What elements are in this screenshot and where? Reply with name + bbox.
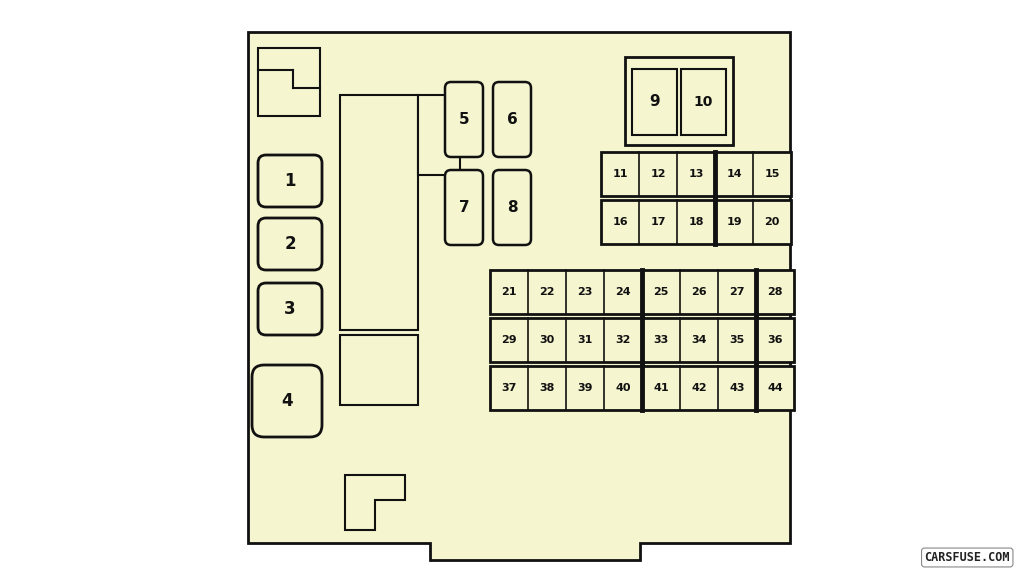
Bar bbox=[490, 366, 794, 410]
FancyBboxPatch shape bbox=[258, 283, 322, 335]
Bar bbox=[418, 95, 460, 175]
Text: 30: 30 bbox=[540, 335, 555, 345]
Polygon shape bbox=[345, 475, 406, 530]
Text: 21: 21 bbox=[502, 287, 517, 297]
Text: 41: 41 bbox=[653, 383, 669, 393]
Bar bbox=[490, 270, 794, 314]
Bar bbox=[601, 200, 791, 244]
Text: 24: 24 bbox=[615, 287, 631, 297]
Text: 9: 9 bbox=[649, 94, 659, 109]
Text: 8: 8 bbox=[507, 200, 517, 215]
Bar bbox=[340, 95, 418, 330]
Bar bbox=[601, 152, 791, 196]
Text: 27: 27 bbox=[729, 287, 744, 297]
Text: 42: 42 bbox=[691, 383, 707, 393]
Bar bbox=[632, 69, 677, 135]
Text: 26: 26 bbox=[691, 287, 707, 297]
Text: 4: 4 bbox=[282, 392, 293, 410]
Text: 31: 31 bbox=[578, 335, 593, 345]
Text: 7: 7 bbox=[459, 200, 469, 215]
Text: 5: 5 bbox=[459, 112, 469, 127]
Text: 10: 10 bbox=[694, 95, 713, 109]
Text: 22: 22 bbox=[540, 287, 555, 297]
Text: 3: 3 bbox=[285, 300, 296, 318]
Text: 36: 36 bbox=[767, 335, 782, 345]
Text: 16: 16 bbox=[612, 217, 628, 227]
Text: 25: 25 bbox=[653, 287, 669, 297]
Text: 11: 11 bbox=[612, 169, 628, 179]
Text: 23: 23 bbox=[578, 287, 593, 297]
FancyBboxPatch shape bbox=[258, 155, 322, 207]
FancyBboxPatch shape bbox=[252, 365, 322, 437]
Text: 2: 2 bbox=[285, 235, 296, 253]
Text: 28: 28 bbox=[767, 287, 782, 297]
Bar bbox=[258, 48, 319, 116]
Text: CARSFUSE.COM: CARSFUSE.COM bbox=[925, 551, 1010, 564]
Bar bbox=[340, 335, 418, 405]
Bar bbox=[625, 57, 733, 145]
Text: 17: 17 bbox=[650, 217, 666, 227]
Text: 35: 35 bbox=[729, 335, 744, 345]
Text: 33: 33 bbox=[653, 335, 669, 345]
Text: 39: 39 bbox=[578, 383, 593, 393]
Text: 18: 18 bbox=[688, 217, 703, 227]
Text: 40: 40 bbox=[615, 383, 631, 393]
FancyBboxPatch shape bbox=[258, 218, 322, 270]
Text: 32: 32 bbox=[615, 335, 631, 345]
Bar bbox=[681, 69, 726, 135]
Text: 12: 12 bbox=[650, 169, 666, 179]
FancyBboxPatch shape bbox=[445, 82, 483, 157]
Text: 37: 37 bbox=[502, 383, 517, 393]
Text: 44: 44 bbox=[767, 383, 783, 393]
Text: 1: 1 bbox=[285, 172, 296, 190]
FancyBboxPatch shape bbox=[493, 170, 531, 245]
Text: 6: 6 bbox=[507, 112, 517, 127]
Text: 29: 29 bbox=[501, 335, 517, 345]
Text: 19: 19 bbox=[726, 217, 741, 227]
FancyBboxPatch shape bbox=[445, 170, 483, 245]
FancyBboxPatch shape bbox=[493, 82, 531, 157]
Text: 34: 34 bbox=[691, 335, 707, 345]
Text: 15: 15 bbox=[764, 169, 779, 179]
Bar bbox=[490, 318, 794, 362]
Text: 13: 13 bbox=[688, 169, 703, 179]
Polygon shape bbox=[248, 32, 790, 560]
Text: 14: 14 bbox=[726, 169, 741, 179]
Text: 20: 20 bbox=[764, 217, 779, 227]
Text: 38: 38 bbox=[540, 383, 555, 393]
Text: 43: 43 bbox=[729, 383, 744, 393]
